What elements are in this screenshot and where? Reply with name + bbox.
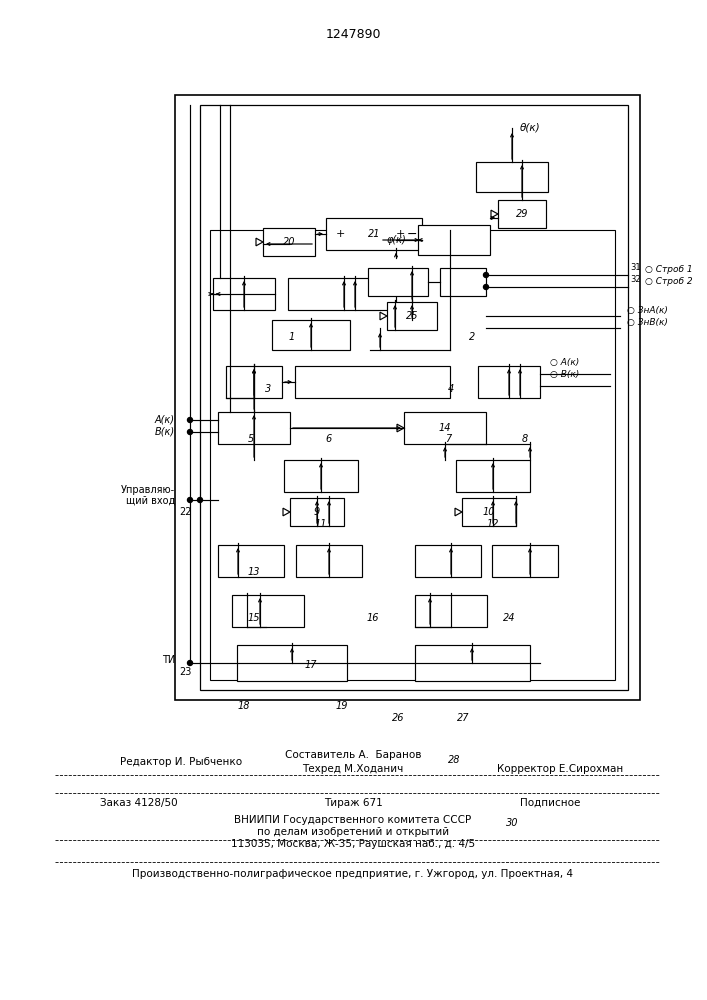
Bar	[237, 645, 347, 681]
Text: +: +	[335, 229, 345, 239]
Bar	[456, 460, 530, 492]
Bar	[404, 412, 486, 444]
Text: 10: 10	[483, 507, 495, 517]
Bar	[226, 366, 282, 398]
Text: 11: 11	[315, 519, 327, 529]
Circle shape	[197, 497, 202, 502]
Circle shape	[187, 497, 192, 502]
Bar	[200, 105, 628, 690]
Text: 6: 6	[326, 434, 332, 444]
Text: 17: 17	[305, 660, 317, 670]
Bar	[175, 95, 640, 700]
Bar	[418, 225, 490, 255]
Text: щий вход: щий вход	[126, 496, 175, 506]
Text: φ(к): φ(к)	[386, 235, 406, 245]
Text: 18: 18	[238, 701, 250, 711]
Text: Тираж 671: Тираж 671	[324, 798, 382, 808]
Text: 3: 3	[265, 384, 271, 394]
Text: 113035, Москва, Ж-35, Раушская наб., д. 4/5: 113035, Москва, Ж-35, Раушская наб., д. …	[231, 839, 475, 849]
Bar	[272, 320, 350, 350]
Text: 20: 20	[283, 237, 296, 247]
Text: Подписное: Подписное	[520, 798, 580, 808]
Bar	[387, 302, 437, 330]
Text: 21: 21	[368, 229, 380, 239]
Bar	[263, 228, 315, 256]
Text: 29: 29	[515, 209, 528, 219]
Text: ○ ЗнА(к): ○ ЗнА(к)	[627, 306, 668, 314]
Text: Заказ 4128/50: Заказ 4128/50	[100, 798, 177, 808]
Bar	[288, 278, 396, 310]
Text: B(к): B(к)	[155, 427, 175, 437]
Text: ○ ЗнВ(к): ○ ЗнВ(к)	[627, 318, 668, 326]
Text: ○ A(к): ○ A(к)	[550, 358, 579, 366]
Text: 14: 14	[439, 423, 451, 433]
Bar	[326, 218, 422, 250]
Text: Корректор Е.Сирохман: Корректор Е.Сирохман	[497, 764, 623, 774]
Text: 23: 23	[179, 667, 191, 677]
Text: 8: 8	[522, 434, 528, 444]
Text: ○ Строб 2: ○ Строб 2	[645, 277, 693, 286]
Text: −: −	[407, 228, 417, 240]
Text: 28: 28	[448, 755, 460, 765]
Bar	[462, 498, 516, 526]
Text: 5: 5	[248, 434, 254, 444]
Text: ВНИИПИ Государственного комитета СССР: ВНИИПИ Государственного комитета СССР	[235, 815, 472, 825]
Text: по делам изобретений и открытий: по делам изобретений и открытий	[257, 827, 449, 837]
Text: 27: 27	[457, 713, 469, 723]
Text: A(к): A(к)	[155, 415, 175, 425]
Bar	[210, 230, 615, 680]
Bar	[476, 162, 548, 192]
Text: 1: 1	[289, 332, 295, 342]
Bar	[415, 645, 530, 681]
Bar	[498, 200, 546, 228]
Bar	[290, 498, 344, 526]
Bar	[415, 595, 487, 627]
Text: 13: 13	[247, 567, 260, 577]
Text: 25: 25	[406, 311, 419, 321]
Circle shape	[187, 660, 192, 666]
Text: 7: 7	[445, 434, 451, 444]
Bar	[232, 595, 304, 627]
Text: +: +	[395, 229, 404, 239]
Text: Техред М.Ходанич: Техред М.Ходанич	[303, 764, 404, 774]
Text: 16: 16	[366, 613, 379, 623]
Circle shape	[484, 284, 489, 290]
Text: 12: 12	[486, 519, 499, 529]
Bar	[440, 268, 486, 296]
Circle shape	[484, 272, 489, 277]
Text: 1247890: 1247890	[325, 28, 381, 41]
Text: Управляю-: Управляю-	[121, 485, 175, 495]
Text: 24: 24	[503, 613, 515, 623]
Bar	[295, 366, 450, 398]
Text: Производственно-полиграфическое предприятие, г. Ужгород, ул. Проектная, 4: Производственно-полиграфическое предприя…	[132, 869, 573, 879]
Text: 22: 22	[179, 507, 192, 517]
Text: 4: 4	[448, 384, 454, 394]
Bar	[415, 545, 481, 577]
Circle shape	[187, 430, 192, 434]
Text: 26: 26	[392, 713, 404, 723]
Text: ○ B(к): ○ B(к)	[550, 369, 579, 378]
Text: 30: 30	[506, 818, 518, 828]
Bar	[296, 545, 362, 577]
Text: 19: 19	[336, 701, 349, 711]
Bar	[218, 412, 290, 444]
Text: 15: 15	[247, 613, 260, 623]
Text: ○ Строб 1: ○ Строб 1	[645, 265, 693, 274]
Bar	[213, 278, 275, 310]
Text: 2: 2	[469, 332, 476, 342]
Bar	[218, 545, 284, 577]
Bar	[284, 460, 358, 492]
Text: ТИ: ТИ	[162, 655, 175, 665]
Text: θ(к): θ(к)	[520, 123, 540, 133]
Text: Редактор И. Рыбченко: Редактор И. Рыбченко	[120, 757, 242, 767]
Text: 31: 31	[630, 262, 641, 271]
Text: 32: 32	[630, 274, 641, 284]
Text: 9: 9	[314, 507, 320, 517]
Bar	[492, 545, 558, 577]
Circle shape	[187, 418, 192, 422]
Text: Составитель А.  Баранов: Составитель А. Баранов	[285, 750, 421, 760]
Bar	[478, 366, 540, 398]
Bar	[368, 268, 428, 296]
